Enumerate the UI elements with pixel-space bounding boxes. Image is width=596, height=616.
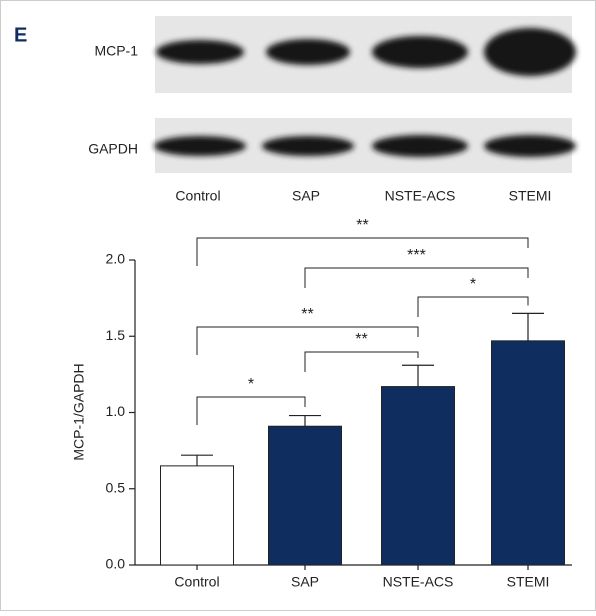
- bar: [492, 341, 565, 565]
- figure: E MCP-1 GAPDH Control SAP NSTE-ACS STEMI…: [0, 0, 596, 611]
- x-tick-label: Control: [174, 574, 219, 590]
- bar: [269, 426, 342, 565]
- blot-row-label: GAPDH: [88, 141, 138, 157]
- significance-label: **: [356, 217, 368, 234]
- significance-label: *: [470, 276, 476, 293]
- y-tick-label: 0.0: [106, 556, 126, 572]
- bar: [382, 387, 455, 565]
- significance-label: ***: [407, 247, 426, 264]
- y-axis-label: MCP-1/GAPDH: [71, 363, 87, 460]
- significance-label: *: [248, 376, 254, 393]
- blot-lane-label: NSTE-ACS: [385, 188, 456, 204]
- blot-lane-label: SAP: [292, 188, 320, 204]
- blot-row-label: MCP-1: [94, 43, 138, 59]
- panel-label: E: [14, 24, 27, 46]
- y-tick-label: 0.5: [106, 479, 126, 495]
- y-tick-label: 1.5: [106, 327, 126, 343]
- significance-label: **: [301, 306, 313, 323]
- blot-lane-label: STEMI: [509, 188, 552, 204]
- bar: [161, 466, 234, 565]
- x-tick-label: NSTE-ACS: [383, 574, 454, 590]
- x-tick-label: STEMI: [507, 574, 550, 590]
- x-tick-label: SAP: [291, 574, 319, 590]
- blot-lane-label: Control: [175, 188, 220, 204]
- y-tick-label: 2.0: [106, 251, 126, 267]
- significance-label: **: [355, 331, 367, 348]
- y-tick-label: 1.0: [106, 403, 126, 419]
